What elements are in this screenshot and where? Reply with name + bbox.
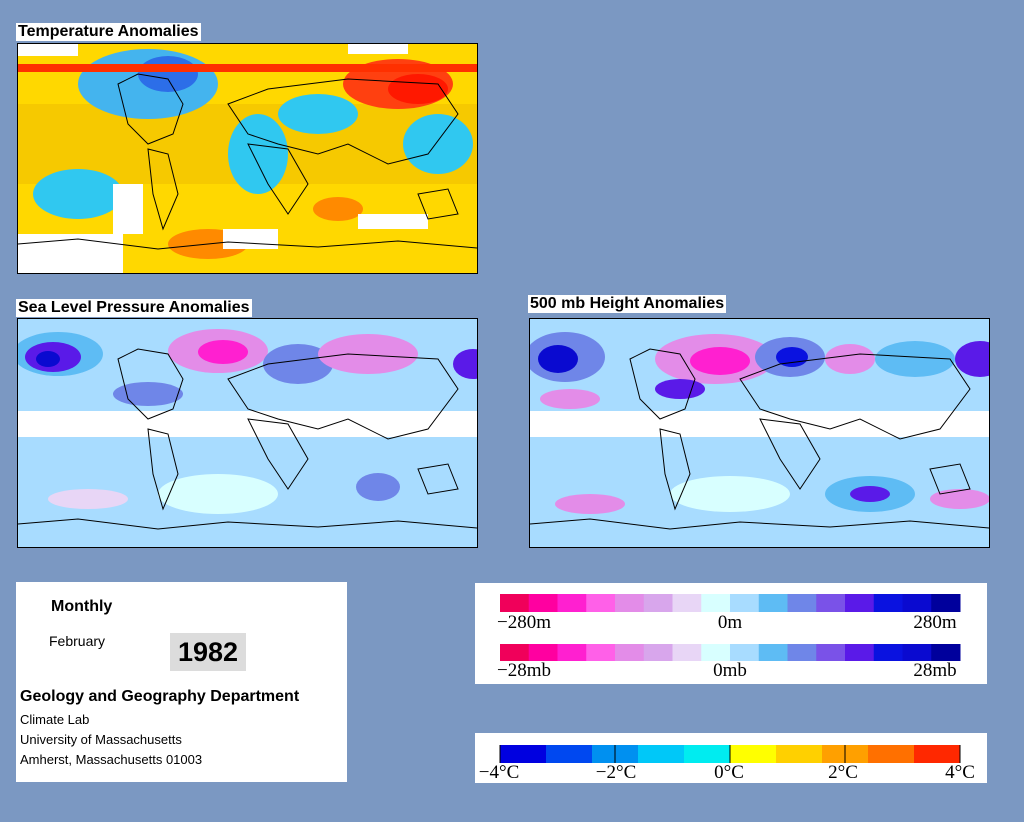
pressure-swatch-6 [672,644,702,661]
pressure-swatch-1 [528,644,558,661]
temperature-colorbar [499,745,961,763]
temperature-legend-label-3: 2°C [828,762,858,783]
pressure-legend-label-max: 28mb [913,660,956,681]
height-colorbar [500,594,961,612]
temperature-swatch-6 [776,745,823,763]
height-pressure-legend: −280m 0m 280m −28mb 0mb 28mb [475,583,987,684]
height-swatch-1 [528,594,558,612]
pressure-swatch-3 [586,644,616,661]
height-swatch-14 [902,594,932,612]
pressure-swatch-7 [701,644,731,661]
pressure-map-title: Sea Level Pressure Anomalies [16,299,252,317]
temperature-swatch-1 [546,745,593,763]
temperature-swatch-3 [638,745,685,763]
height-swatch-11 [816,594,846,612]
pressure-swatch-9 [758,644,788,661]
department-name: Geology and Geography Department [20,688,300,705]
temperature-anomaly-map [17,43,478,274]
temperature-swatch-9 [914,745,961,763]
university-name: University of Massachusetts [20,732,182,747]
height-swatch-4 [615,594,645,612]
pressure-swatch-2 [557,644,587,661]
height-legend-label-min: −280m [497,612,551,633]
temperature-legend: −4°C −2°C 0°C 2°C 4°C [475,733,987,783]
pressure-swatch-0 [500,644,530,661]
temperature-legend-label-1: −2°C [596,762,637,783]
pressure-swatch-15 [931,644,961,661]
height-swatch-12 [845,594,875,612]
height-map-title: 500 mb Height Anomalies [528,295,727,313]
pressure-swatch-5 [643,644,673,661]
pressure-swatch-13 [873,644,903,661]
temperature-legend-label-0: −4°C [479,762,520,783]
500mb-height-anomaly-map [529,318,990,548]
pressure-swatch-11 [816,644,846,661]
height-swatch-13 [873,594,903,612]
height-swatch-10 [787,594,817,612]
temperature-swatch-8 [868,745,915,763]
pressure-legend-label-zero: 0mb [713,660,747,681]
temperature-map-title: Temperature Anomalies [16,23,201,41]
height-swatch-7 [701,594,731,612]
height-swatch-8 [730,594,760,612]
height-swatch-5 [643,594,673,612]
year-label: 1982 [170,633,246,671]
height-swatch-9 [758,594,788,612]
height-swatch-6 [672,594,702,612]
pressure-swatch-12 [845,644,875,661]
address-line: Amherst, Massachusetts 01003 [20,752,203,767]
height-swatch-3 [586,594,616,612]
temperature-swatch-0 [500,745,547,763]
pressure-swatch-4 [615,644,645,661]
pressure-swatch-10 [787,644,817,661]
temperature-legend-label-4: 4°C [945,762,975,783]
pressure-colorbar [500,644,961,661]
height-swatch-0 [500,594,530,612]
height-swatch-15 [931,594,961,612]
pressure-swatch-14 [902,644,932,661]
height-swatch-2 [557,594,587,612]
temperature-legend-label-2: 0°C [714,762,744,783]
sea-level-pressure-anomaly-map [17,318,478,548]
temperature-swatch-4 [684,745,731,763]
temperature-swatch-5 [730,745,777,763]
frequency-label: Monthly [51,598,113,615]
height-legend-label-zero: 0m [718,612,743,633]
info-card: Monthly February 1982 Geology and Geogra… [16,582,347,782]
height-legend-label-max: 280m [913,612,957,633]
pressure-legend-label-min: −28mb [497,660,551,681]
month-label: February [49,633,106,649]
lab-name: Climate Lab [20,712,90,727]
pressure-swatch-8 [730,644,760,661]
